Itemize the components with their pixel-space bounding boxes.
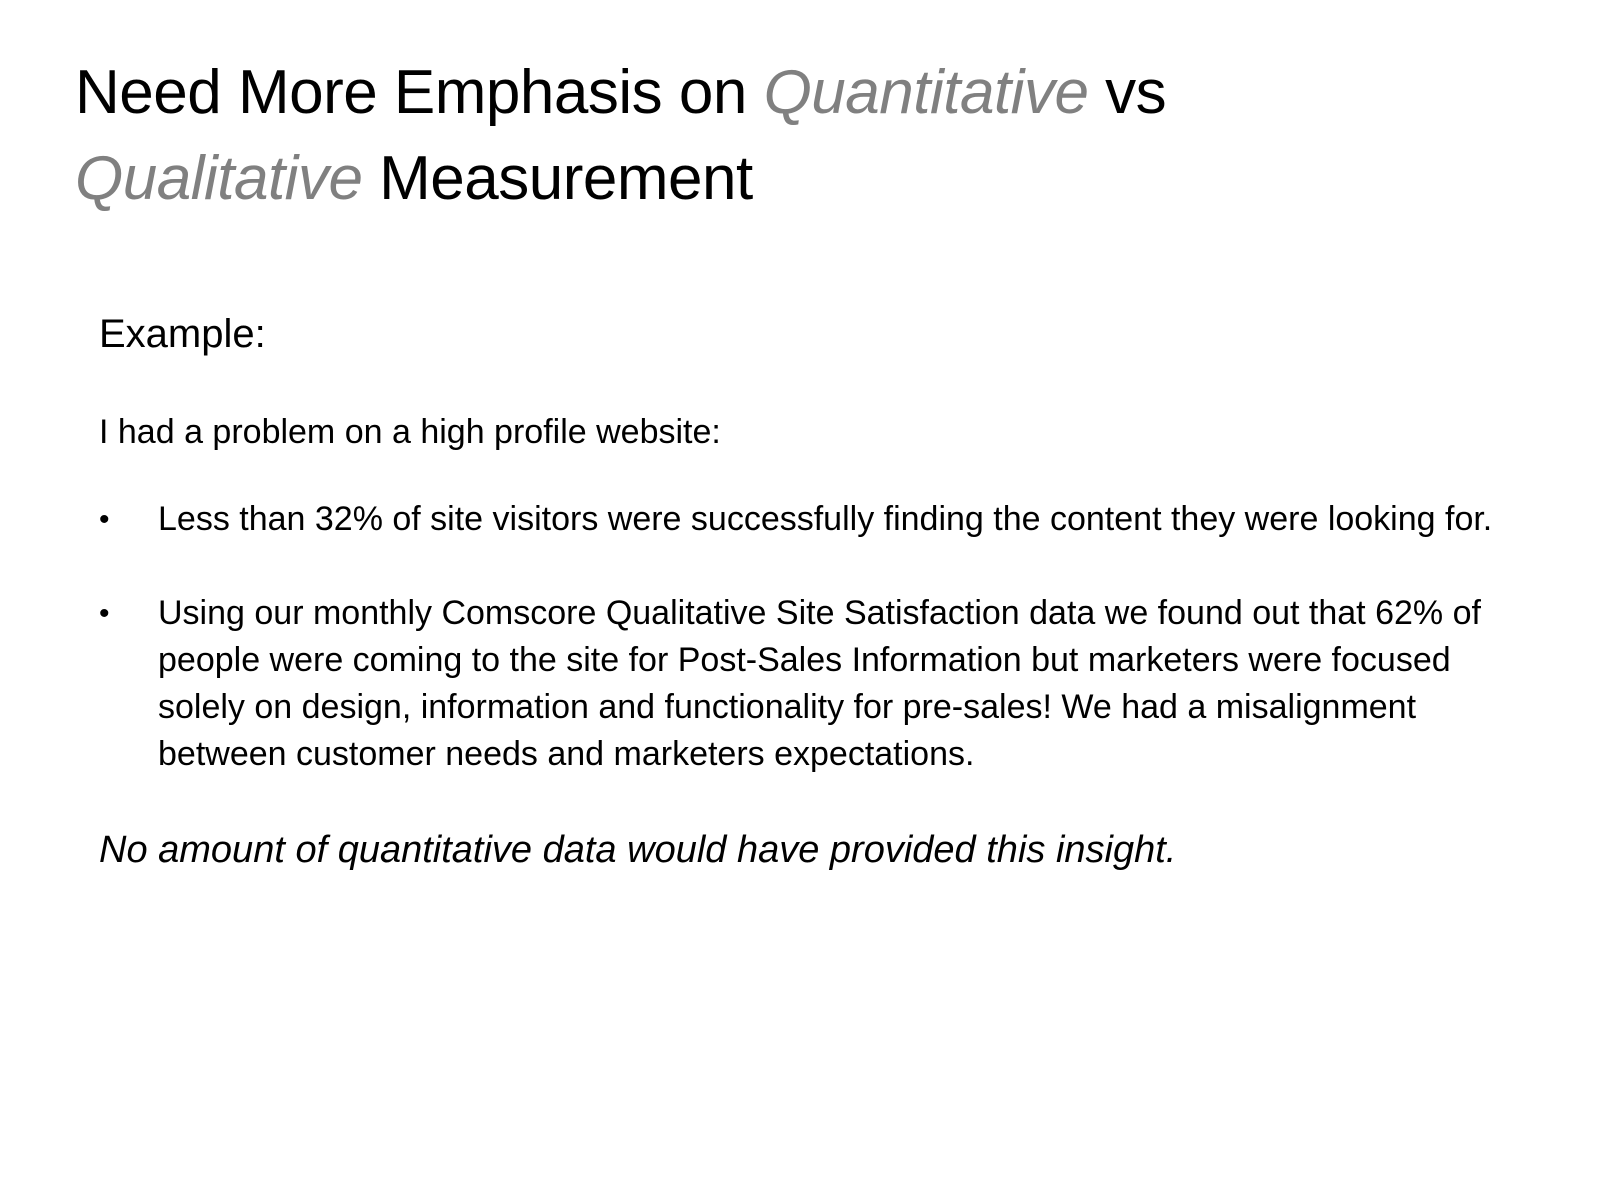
bullet-list: • Less than 32% of site visitors were su…: [99, 496, 1539, 778]
bullet-dot: •: [99, 597, 110, 630]
bullet-text: Less than 32% of site visitors were succ…: [158, 500, 1493, 538]
bullet-text: Using our monthly Comscore Qualitative S…: [158, 594, 1481, 773]
title-text-part3: Measurement: [362, 144, 753, 213]
closing-statement: No amount of quantitative data would hav…: [99, 829, 1177, 871]
slide-title: Need More Emphasis on Quantitative vs Qu…: [75, 50, 1535, 222]
bullet-dot: •: [99, 503, 110, 536]
bullet-item: • Using our monthly Comscore Qualitative…: [99, 590, 1539, 778]
slide-content: Example: I had a problem on a high profi…: [99, 308, 1539, 875]
title-emphasis-quantitative: Quantitative: [763, 58, 1089, 127]
example-label: Example:: [99, 312, 266, 356]
title-text-part2: vs: [1088, 58, 1167, 127]
intro-text: I had a problem on a high profile websit…: [99, 413, 721, 451]
title-emphasis-qualitative: Qualitative: [75, 144, 363, 213]
bullet-item: • Less than 32% of site visitors were su…: [99, 496, 1539, 543]
title-text-part1: Need More Emphasis on: [75, 58, 764, 127]
